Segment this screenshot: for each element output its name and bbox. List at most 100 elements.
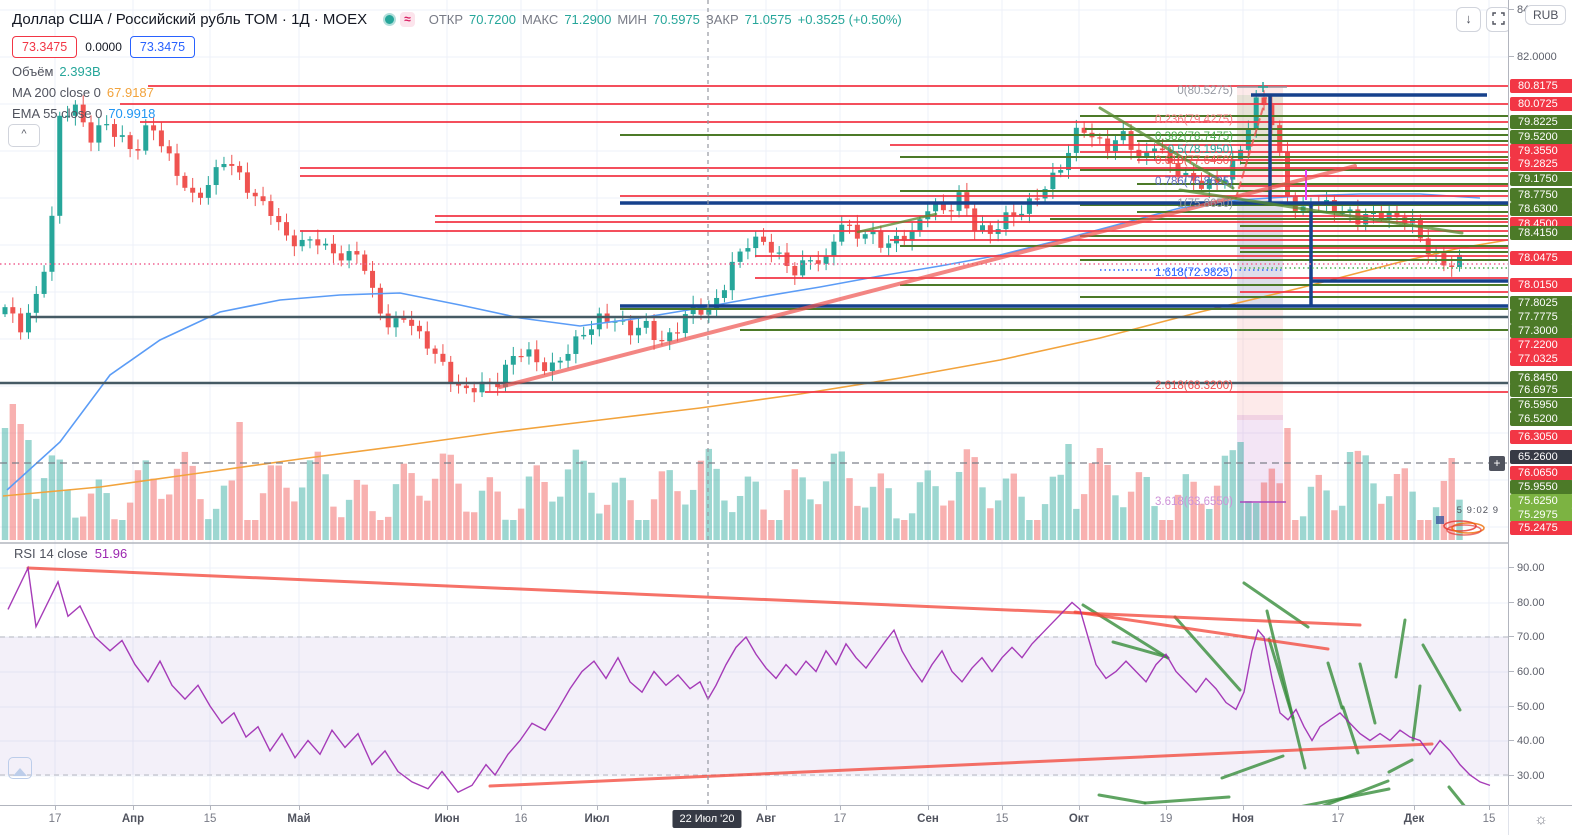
fib-label: 0.5(78.1950) — [1168, 144, 1233, 156]
rsi-line — [7, 565, 1491, 794]
spread-value: 0.0000 — [85, 40, 122, 54]
exchange-note: 5 9:02 9 — [1456, 505, 1499, 516]
axis-settings-corner: ☼ — [1508, 805, 1572, 835]
dot-icon[interactable] — [383, 13, 397, 26]
time-axis-label: Окт — [1068, 813, 1090, 825]
ema55-value: 70.9918 — [108, 106, 156, 121]
time-axis-label: 15 — [995, 813, 1009, 825]
fib-label: 0.236(79.4275) — [1155, 114, 1233, 126]
rsi-axis-tick: 40.00 — [1509, 734, 1545, 748]
rsi-label[interactable]: RSI 14 close — [14, 546, 88, 561]
crosshair-date-badge: 22 Июл '20 — [672, 810, 742, 828]
buy-button[interactable]: 73.3475 — [129, 36, 196, 58]
time-axis-tick — [1079, 806, 1080, 810]
time-axis-tick — [133, 806, 134, 810]
symbol-title[interactable]: Доллар США / Российский рубль TOM · 1Д ·… — [12, 11, 368, 28]
price-level-label: 78.0150 — [1510, 278, 1572, 292]
rsi-axis-tick: 60.00 — [1509, 665, 1545, 679]
time-axis-label: Авг — [755, 813, 777, 825]
volume-value: 2.393B — [59, 64, 101, 79]
time-axis-tick — [521, 806, 522, 810]
sell-button[interactable]: 73.3475 — [12, 36, 78, 58]
price-level-label: 79.2825 — [1510, 157, 1572, 171]
gear-icon[interactable]: ☼ — [1534, 811, 1548, 828]
price-axis[interactable]: 84.000082.000080.817580.072579.822579.52… — [1508, 0, 1572, 805]
price-level-label: 78.0475 — [1510, 251, 1572, 265]
price-level-label: 78.4150 — [1510, 226, 1572, 240]
time-axis-label: Ноя — [1232, 813, 1254, 825]
download-icon[interactable]: ↓ — [1456, 7, 1481, 32]
price-level-label: 75.2975 — [1510, 508, 1572, 522]
high-value: 71.2900 — [564, 12, 612, 27]
rsi-axis-tick: 30.00 — [1509, 769, 1545, 783]
time-axis-tick — [1002, 806, 1003, 810]
approx-icon[interactable]: ≈ — [400, 12, 415, 27]
rsi-axis-tick: 50.00 — [1509, 700, 1545, 714]
time-axis-label: Апр — [121, 813, 145, 825]
time-axis-tick — [840, 806, 841, 810]
price-level-label: 79.8225 — [1510, 115, 1572, 129]
time-axis-tick — [210, 806, 211, 810]
add-alert-plus-button[interactable]: + — [1489, 456, 1505, 471]
time-axis-tick — [1489, 806, 1490, 810]
rsi-value: 51.96 — [94, 546, 128, 561]
fib-label: 2.618(68.3200) — [1155, 380, 1233, 392]
price-level-label: 80.0725 — [1510, 97, 1572, 111]
volume-legend-row: Объём 2.393B — [12, 64, 101, 79]
collapse-panel-button[interactable]: ^ — [8, 124, 40, 147]
change-value: +0.3525 (+0.50%) — [797, 12, 902, 27]
low-label: МИН — [617, 12, 647, 27]
moex-logo: 5 9:02 9 — [1398, 505, 1503, 537]
currency-toggle-button[interactable]: RUB — [1525, 5, 1567, 25]
fib-label: 0.618(77.6450) — [1155, 155, 1233, 167]
time-axis-tick — [597, 806, 598, 810]
time-axis-tick — [1338, 806, 1339, 810]
fib-label: 0.786(76.8625) — [1155, 176, 1233, 188]
time-axis-label: 17 — [833, 813, 847, 825]
image-icon — [8, 757, 32, 779]
time-axis-tick — [447, 806, 448, 810]
rsi-axis-tick: 90.00 — [1509, 561, 1545, 575]
rsi-legend-row: RSI 14 close 51.96 — [14, 546, 127, 561]
time-axis-tick — [55, 806, 56, 810]
legend-icons: ≈ — [383, 12, 415, 27]
time-axis-tick — [1414, 806, 1415, 810]
price-level-label: 76.8450 — [1510, 371, 1572, 385]
open-value: 70.7200 — [469, 12, 516, 27]
price-axis-tick: 82.0000 — [1509, 50, 1557, 64]
time-axis-label: Май — [287, 813, 311, 825]
chart-canvas[interactable]: 0(80.5275)0.236(79.4275)0.382(78.7475)0.… — [0, 0, 1508, 805]
time-axis-label: 17 — [48, 813, 62, 825]
open-label: ОТКР — [428, 12, 463, 27]
ma200-label[interactable]: MA 200 close 0 — [12, 85, 101, 100]
price-level-label: 77.7775 — [1510, 310, 1572, 324]
ema55-legend-row: EMA 55 close 0 70.9918 — [12, 106, 155, 121]
price-level-label: 79.3550 — [1510, 144, 1572, 158]
price-level-label: 78.7750 — [1510, 188, 1572, 202]
time-axis-label: Дек — [1403, 813, 1425, 825]
price-level-label: 79.1750 — [1510, 172, 1572, 186]
fib-label: 1(75.8650) — [1177, 198, 1233, 210]
time-axis-label: Июн — [434, 813, 460, 825]
fib-label: 0.382(78.7475) — [1155, 131, 1233, 143]
price-level-label: 77.8025 — [1510, 296, 1572, 310]
price-level-label: 79.5200 — [1510, 130, 1572, 144]
price-level-label: 75.9550 — [1510, 480, 1572, 494]
symbol-legend-row: Доллар США / Российский рубль TOM · 1Д ·… — [12, 11, 902, 28]
ma200-legend-row: MA 200 close 0 67.9187 — [12, 85, 154, 100]
fib-label: 0(80.5275) — [1177, 85, 1233, 97]
time-axis-tick — [928, 806, 929, 810]
time-axis[interactable]: 17 Апр 15 Май Июн 16 Июл Авг 17 Сен 15 Окт 19 Ноя 17 Де… — [0, 805, 1508, 835]
price-level-label: 77.2200 — [1510, 338, 1572, 352]
price-level-label: 75.6250 — [1510, 494, 1572, 508]
price-level-label: 76.0650 — [1510, 466, 1572, 480]
price-level-label: 76.5950 — [1510, 398, 1572, 412]
time-axis-label: 15 — [1482, 813, 1496, 825]
fib-label: 1.618(72.9825) — [1155, 267, 1233, 279]
highlight-band — [1237, 415, 1283, 540]
time-axis-tick — [1243, 806, 1244, 810]
ema55-label[interactable]: EMA 55 close 0 — [12, 106, 103, 121]
time-axis-label: 15 — [203, 813, 217, 825]
low-value: 70.5975 — [652, 12, 700, 27]
volume-label[interactable]: Объём — [12, 64, 54, 79]
